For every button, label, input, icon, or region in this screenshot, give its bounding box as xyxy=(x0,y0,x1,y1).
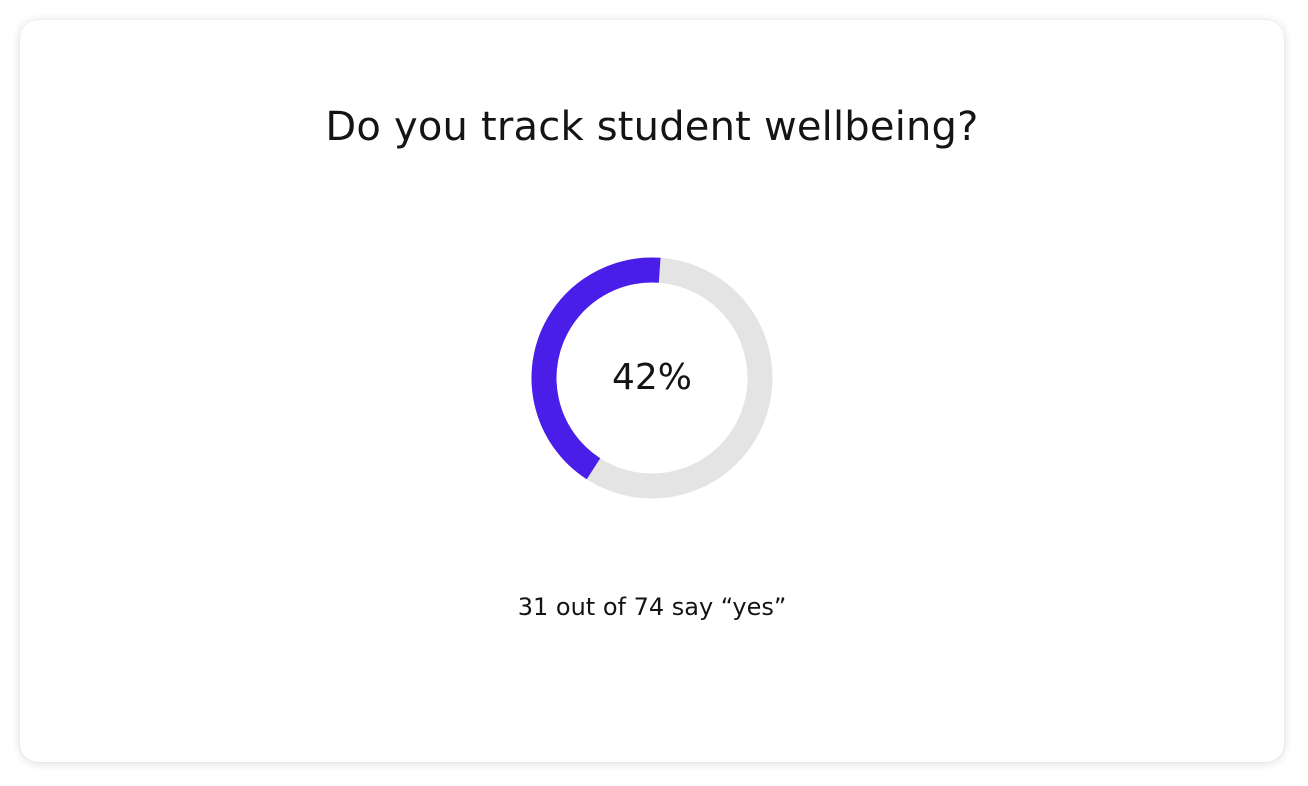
donut-svg xyxy=(531,257,773,499)
response-count-caption: 31 out of 74 say “yes” xyxy=(517,593,787,621)
question-title: Do you track student wellbeing? xyxy=(325,104,979,150)
donut-percent-label: 42% xyxy=(611,357,692,398)
donut-chart: 42% xyxy=(531,257,773,499)
result-card: Do you track student wellbeing? 42% 31 o… xyxy=(20,20,1284,762)
donut-arc-yes xyxy=(531,257,773,499)
